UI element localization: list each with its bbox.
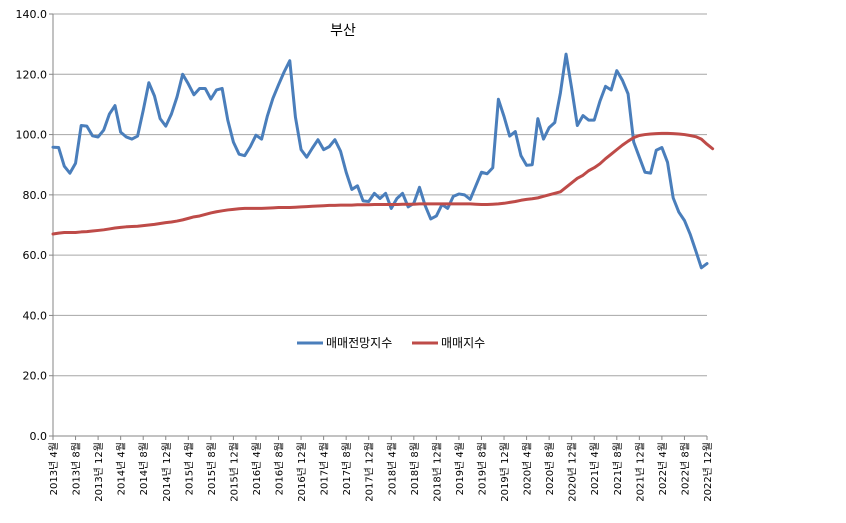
x-tick-label: 2016년 4월 [251, 442, 263, 495]
legend: 매매전망지수 매매지수 [297, 336, 485, 350]
gridlines [53, 13, 707, 377]
x-tick-label: 2019년 4월 [454, 442, 466, 495]
x-tick-label: 2019년 8월 [476, 442, 488, 495]
x-tick-label: 2014년 12월 [161, 442, 173, 502]
y-tick-label: 0.0 [30, 430, 48, 443]
x-tick-label: 2013년 8월 [71, 442, 83, 495]
x-tick-label: 2015년 4월 [183, 442, 195, 495]
x-tick-label: 2016년 12월 [296, 442, 308, 502]
legend-label: 매매전망지수 [326, 336, 392, 350]
x-tick-label: 2014년 8월 [138, 442, 150, 495]
x-tick-label: 2017년 8월 [341, 442, 353, 495]
x-tick-label: 2022년 12월 [702, 442, 714, 502]
x-tick-label: 2022년 4월 [657, 442, 669, 495]
x-tick-label: 2017년 12월 [364, 442, 376, 502]
x-tick-label: 2020년 8월 [544, 442, 556, 495]
y-tick-label: 40.0 [23, 309, 48, 322]
series-line-1 [51, 52, 709, 270]
y-tick-label: 120.0 [16, 68, 48, 81]
x-tick-label: 2020년 12월 [567, 442, 579, 502]
series-line-2 [51, 131, 715, 236]
y-axis-ticks: 0.0 20.0 40.0 60.0 80.0 100.0 120.0 140.0 [16, 8, 53, 443]
y-tick-label: 80.0 [23, 189, 48, 202]
x-tick-label: 2015년 12월 [228, 442, 240, 502]
x-tick-label: 2017년 4월 [319, 442, 331, 495]
axes [52, 14, 707, 437]
x-tick-label: 2022년 8월 [679, 442, 691, 495]
x-tick-label: 2013년 4월 [48, 442, 60, 495]
x-tick-label: 2014년 4월 [116, 442, 128, 495]
y-tick-label: 140.0 [16, 8, 48, 21]
x-tick-label: 2013년 12월 [93, 442, 105, 502]
x-tick-label: 2016년 8월 [274, 442, 286, 495]
y-tick-label: 60.0 [23, 249, 48, 262]
chart-title: 부산 [330, 23, 356, 39]
y-tick-label: 20.0 [23, 370, 48, 383]
x-tick-label: 2018년 4월 [386, 442, 398, 495]
x-axis-ticks: 2013년 4월 2013년 8월 2013년 12월 2014년 4월 2014년 8… [48, 436, 714, 502]
x-tick-label: 2021년 4월 [589, 442, 601, 495]
y-tick-label: 100.0 [16, 129, 48, 142]
x-tick-label: 2015년 8월 [206, 442, 218, 495]
x-tick-label: 2018년 12월 [431, 442, 443, 502]
x-tick-label: 2020년 4월 [522, 442, 534, 495]
x-tick-label: 2021년 8월 [612, 442, 624, 495]
legend-label: 매매지수 [441, 336, 485, 350]
x-tick-label: 2019년 12월 [499, 442, 511, 502]
series-lines [51, 52, 715, 270]
x-tick-label: 2018년 8월 [409, 442, 421, 495]
x-tick-label: 2021년 12월 [634, 442, 646, 502]
